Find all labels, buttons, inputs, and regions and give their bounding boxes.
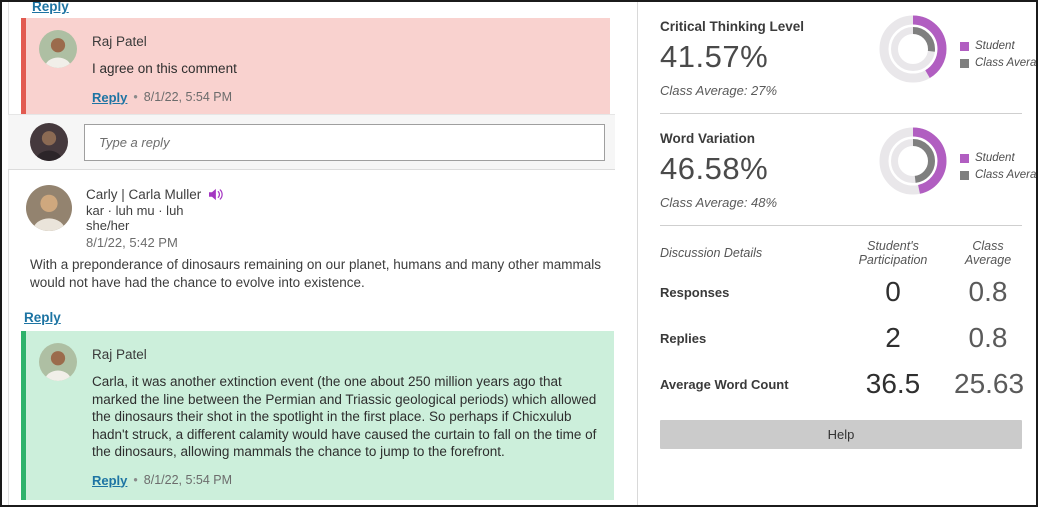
chart-legend: Student Class Average <box>960 40 1037 69</box>
comment-text: With a preponderance of dinosaurs remain… <box>30 257 602 290</box>
comment-pronunciation: kar · luh mu · luh <box>86 202 184 218</box>
thread-rail-line <box>8 2 9 505</box>
donut-chart-word-variation <box>879 127 947 195</box>
comment-text: Carla, it was another extinction event (… <box>92 374 597 459</box>
analytics-panel: Critical Thinking Level 41.57% Class Ave… <box>660 2 1036 449</box>
comment-timestamp: 8/1/22, 5:54 PM <box>143 473 233 487</box>
comment-text: I agree on this comment <box>92 61 237 76</box>
reply-link[interactable]: Reply <box>92 89 128 105</box>
metric-value: 46.58% <box>660 151 769 186</box>
metric-title: Critical Thinking Level <box>660 19 805 34</box>
metric-value: 41.57% <box>660 39 769 74</box>
class-average-value: 0.8 <box>968 322 1008 353</box>
avatar <box>39 343 77 381</box>
avatar <box>39 30 77 68</box>
reply-input-row <box>8 114 615 170</box>
column-header-class-average: Class Average <box>964 239 1012 267</box>
bullet-separator: • <box>133 90 138 104</box>
student-value: 2 <box>885 322 901 353</box>
reply-link[interactable]: Reply <box>92 472 128 488</box>
comment-card-red-highlight: Raj Patel I agree on this comment Reply … <box>21 18 610 117</box>
class-average-value: 0.8 <box>968 276 1008 307</box>
student-value: 36.5 <box>865 368 921 399</box>
table-row: Responses 0 0.8 <box>660 269 1022 315</box>
column-header-discussion-details: Discussion Details <box>660 246 763 260</box>
class-average-value: 25.63 <box>954 368 1025 399</box>
legend-swatch-class-average <box>960 58 969 68</box>
legend-swatch-student <box>960 41 969 51</box>
legend-label-student: Student <box>975 152 1015 164</box>
legend-swatch-student <box>960 153 969 163</box>
legend-label-class-average: Class Average <box>975 57 1037 69</box>
metric-class-average: Class Average: 48% <box>660 195 778 210</box>
bullet-separator: • <box>133 473 138 487</box>
metric-class-average: Class Average: 27% <box>660 83 778 98</box>
table-header-row: Discussion Details Student's Participati… <box>660 239 1022 267</box>
comment-author: Raj Patel <box>92 34 147 49</box>
column-header-student-participation: Student's Participation <box>858 239 928 267</box>
student-value: 0 <box>885 276 901 307</box>
comment-author: Carly | Carla Muller <box>86 187 202 202</box>
pronunciation-audio-icon[interactable] <box>208 188 223 201</box>
panel-divider <box>637 2 638 505</box>
table-row: Average Word Count 36.5 25.63 <box>660 361 1025 407</box>
row-label: Replies <box>660 330 707 346</box>
row-label: Average Word Count <box>660 376 789 392</box>
legend-label-class-average: Class Average <box>975 169 1037 181</box>
table-row: Replies 2 0.8 <box>660 315 1022 361</box>
metric-title: Word Variation <box>660 131 756 146</box>
comment-timestamp: 8/1/22, 5:42 PM <box>86 234 178 250</box>
avatar <box>30 123 68 161</box>
donut-chart-critical-thinking <box>879 15 947 83</box>
comment: Carly | Carla Muller kar · luh mu · luh … <box>26 185 612 250</box>
metric-word-variation: Word Variation 46.58% Class Average: 48%… <box>660 114 1036 226</box>
legend-label-student: Student <box>975 40 1015 52</box>
legend-swatch-class-average <box>960 170 969 180</box>
comment-timestamp: 8/1/22, 5:54 PM <box>143 90 233 104</box>
row-label: Responses <box>660 284 730 300</box>
participation-table: Discussion Details Student's Participati… <box>660 239 1025 407</box>
help-button[interactable]: Help <box>660 420 1022 449</box>
reply-link-top[interactable]: Reply <box>32 0 69 14</box>
comment-pronouns: she/her <box>86 218 130 233</box>
metric-critical-thinking: Critical Thinking Level 41.57% Class Ave… <box>660 2 1036 114</box>
chart-legend: Student Class Average <box>960 152 1037 181</box>
reply-input[interactable] <box>84 123 605 161</box>
comment-card-green-highlight: Raj Patel Carla, it was another extincti… <box>21 331 614 500</box>
reply-link-mid[interactable]: Reply <box>24 310 61 325</box>
comment-author: Raj Patel <box>92 347 147 362</box>
avatar <box>26 185 72 231</box>
discussion-thread: Reply Raj Patel I agree on this comment … <box>2 2 636 505</box>
